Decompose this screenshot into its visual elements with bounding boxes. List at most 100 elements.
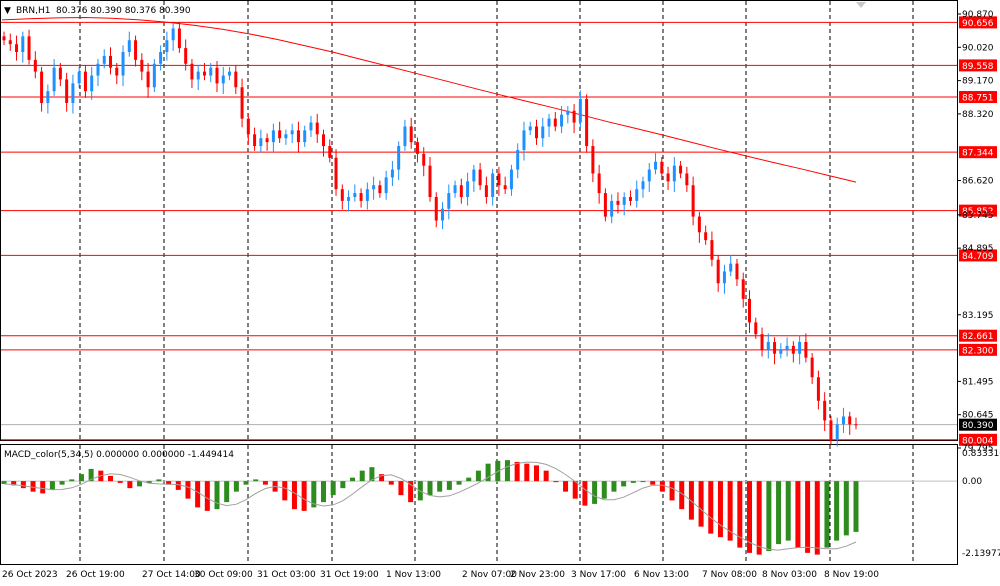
- candle-body: [259, 138, 263, 147]
- candle-body: [221, 75, 225, 84]
- candle-body: [77, 71, 81, 84]
- time-tick-label: 6 Nov 13:00: [634, 570, 689, 580]
- price-tick-label: 85.745: [962, 211, 994, 221]
- candle-body: [428, 165, 432, 198]
- time-tick-label: 7 Nov 08:00: [702, 570, 757, 580]
- macd-bar: [340, 481, 346, 489]
- candle-body: [816, 377, 820, 401]
- macd-bar: [388, 481, 394, 485]
- macd-bar: [427, 481, 433, 496]
- macd-bar: [156, 479, 162, 482]
- candle-body: [2, 36, 6, 41]
- macd-layer: [1, 460, 957, 555]
- candle-body: [447, 193, 451, 209]
- level-price-box: [959, 146, 997, 159]
- macd-bar: [572, 481, 578, 499]
- candle-body: [159, 52, 163, 64]
- macd-bar: [621, 481, 627, 487]
- candle-body: [296, 130, 300, 143]
- candle-body: [96, 63, 100, 76]
- moving-average-line: [1, 16, 857, 183]
- scroll-marker-icon[interactable]: [856, 2, 866, 8]
- candle-body: [509, 169, 513, 190]
- candle-body: [422, 153, 426, 166]
- candle-body: [478, 169, 482, 186]
- macd-bar: [534, 465, 539, 482]
- macd-bar: [11, 481, 17, 486]
- macd-bar: [437, 481, 443, 492]
- level-price-label: 88.751: [962, 94, 994, 104]
- macd-bar: [446, 481, 452, 490]
- candle-body: [90, 75, 94, 92]
- level-price-label: 90.656: [962, 19, 994, 29]
- macd-bar: [243, 481, 249, 485]
- macd-bar: [214, 481, 220, 510]
- level-price-label: 80.004: [962, 436, 994, 446]
- candle-body: [403, 126, 407, 147]
- time-tick-label: 3 Nov 17:00: [571, 570, 626, 580]
- candle-body: [340, 189, 344, 201]
- candle-body: [384, 177, 388, 194]
- macd-bar: [853, 481, 859, 532]
- candle-body: [146, 71, 150, 88]
- level-layer: 90.656 89.558 88.751 87.344 85.852 84.709 82.6…: [1, 16, 997, 446]
- macd-bar: [146, 481, 152, 483]
- candle-body: [804, 341, 808, 358]
- candle-body: [328, 146, 332, 158]
- symbol-label: BRN,H1: [16, 6, 51, 16]
- price-tick-label: 89.170: [962, 77, 994, 87]
- candle-body: [766, 341, 770, 350]
- candle-body: [15, 44, 19, 53]
- candle-body: [434, 197, 438, 221]
- candle-body: [628, 197, 632, 201]
- macd-bar: [369, 467, 375, 482]
- macd-bar: [785, 481, 791, 541]
- candle-body: [641, 181, 645, 190]
- macd-bar: [321, 481, 326, 503]
- candle-body: [710, 240, 714, 260]
- macd-bar: [78, 474, 84, 482]
- candle-body: [271, 130, 275, 143]
- macd-bar: [108, 475, 113, 482]
- candle-body: [660, 161, 664, 174]
- candle-body: [196, 71, 200, 80]
- candle-body: [378, 185, 382, 194]
- candle-body: [290, 130, 294, 135]
- candle-body: [722, 271, 726, 284]
- macd-bar: [514, 461, 520, 482]
- macd-bar: [766, 481, 772, 552]
- candle-body: [679, 165, 683, 174]
- candle-body: [265, 138, 269, 143]
- candle-body: [823, 400, 827, 421]
- macd-bar: [466, 477, 472, 482]
- macd-bar: [776, 481, 782, 545]
- time-tick-label: 31 Oct 03:00: [257, 570, 316, 580]
- candle-body: [654, 161, 658, 170]
- macd-bar: [311, 481, 317, 508]
- collapse-arrow-icon[interactable]: ▼: [4, 6, 11, 16]
- macd-bar: [747, 481, 752, 553]
- time-tick-label: 30 Oct 09:00: [194, 570, 253, 580]
- level-price-box: [959, 91, 997, 104]
- macd-bar: [601, 481, 607, 499]
- macd-bar: [630, 481, 636, 483]
- macd-bar: [669, 481, 675, 501]
- macd-bar: [59, 481, 65, 485]
- macd-indicator-label: MACD_color(5,34,5) 0.000000 0.000000 -1.…: [4, 450, 234, 460]
- macd-bar: [20, 481, 26, 489]
- candle-body: [848, 416, 852, 425]
- candle-body: [597, 173, 601, 194]
- candle-body: [415, 142, 419, 154]
- macd-bar: [379, 474, 385, 482]
- candles-layer: [2, 21, 858, 447]
- candle-body: [190, 63, 194, 80]
- candle-body: [553, 118, 557, 127]
- candle-body: [685, 173, 689, 186]
- macd-bar: [166, 481, 172, 485]
- candle-body: [65, 79, 69, 103]
- macd-bar: [650, 481, 656, 485]
- candle-body: [127, 40, 131, 53]
- candle-body: [303, 130, 307, 143]
- macd-bar: [175, 481, 181, 490]
